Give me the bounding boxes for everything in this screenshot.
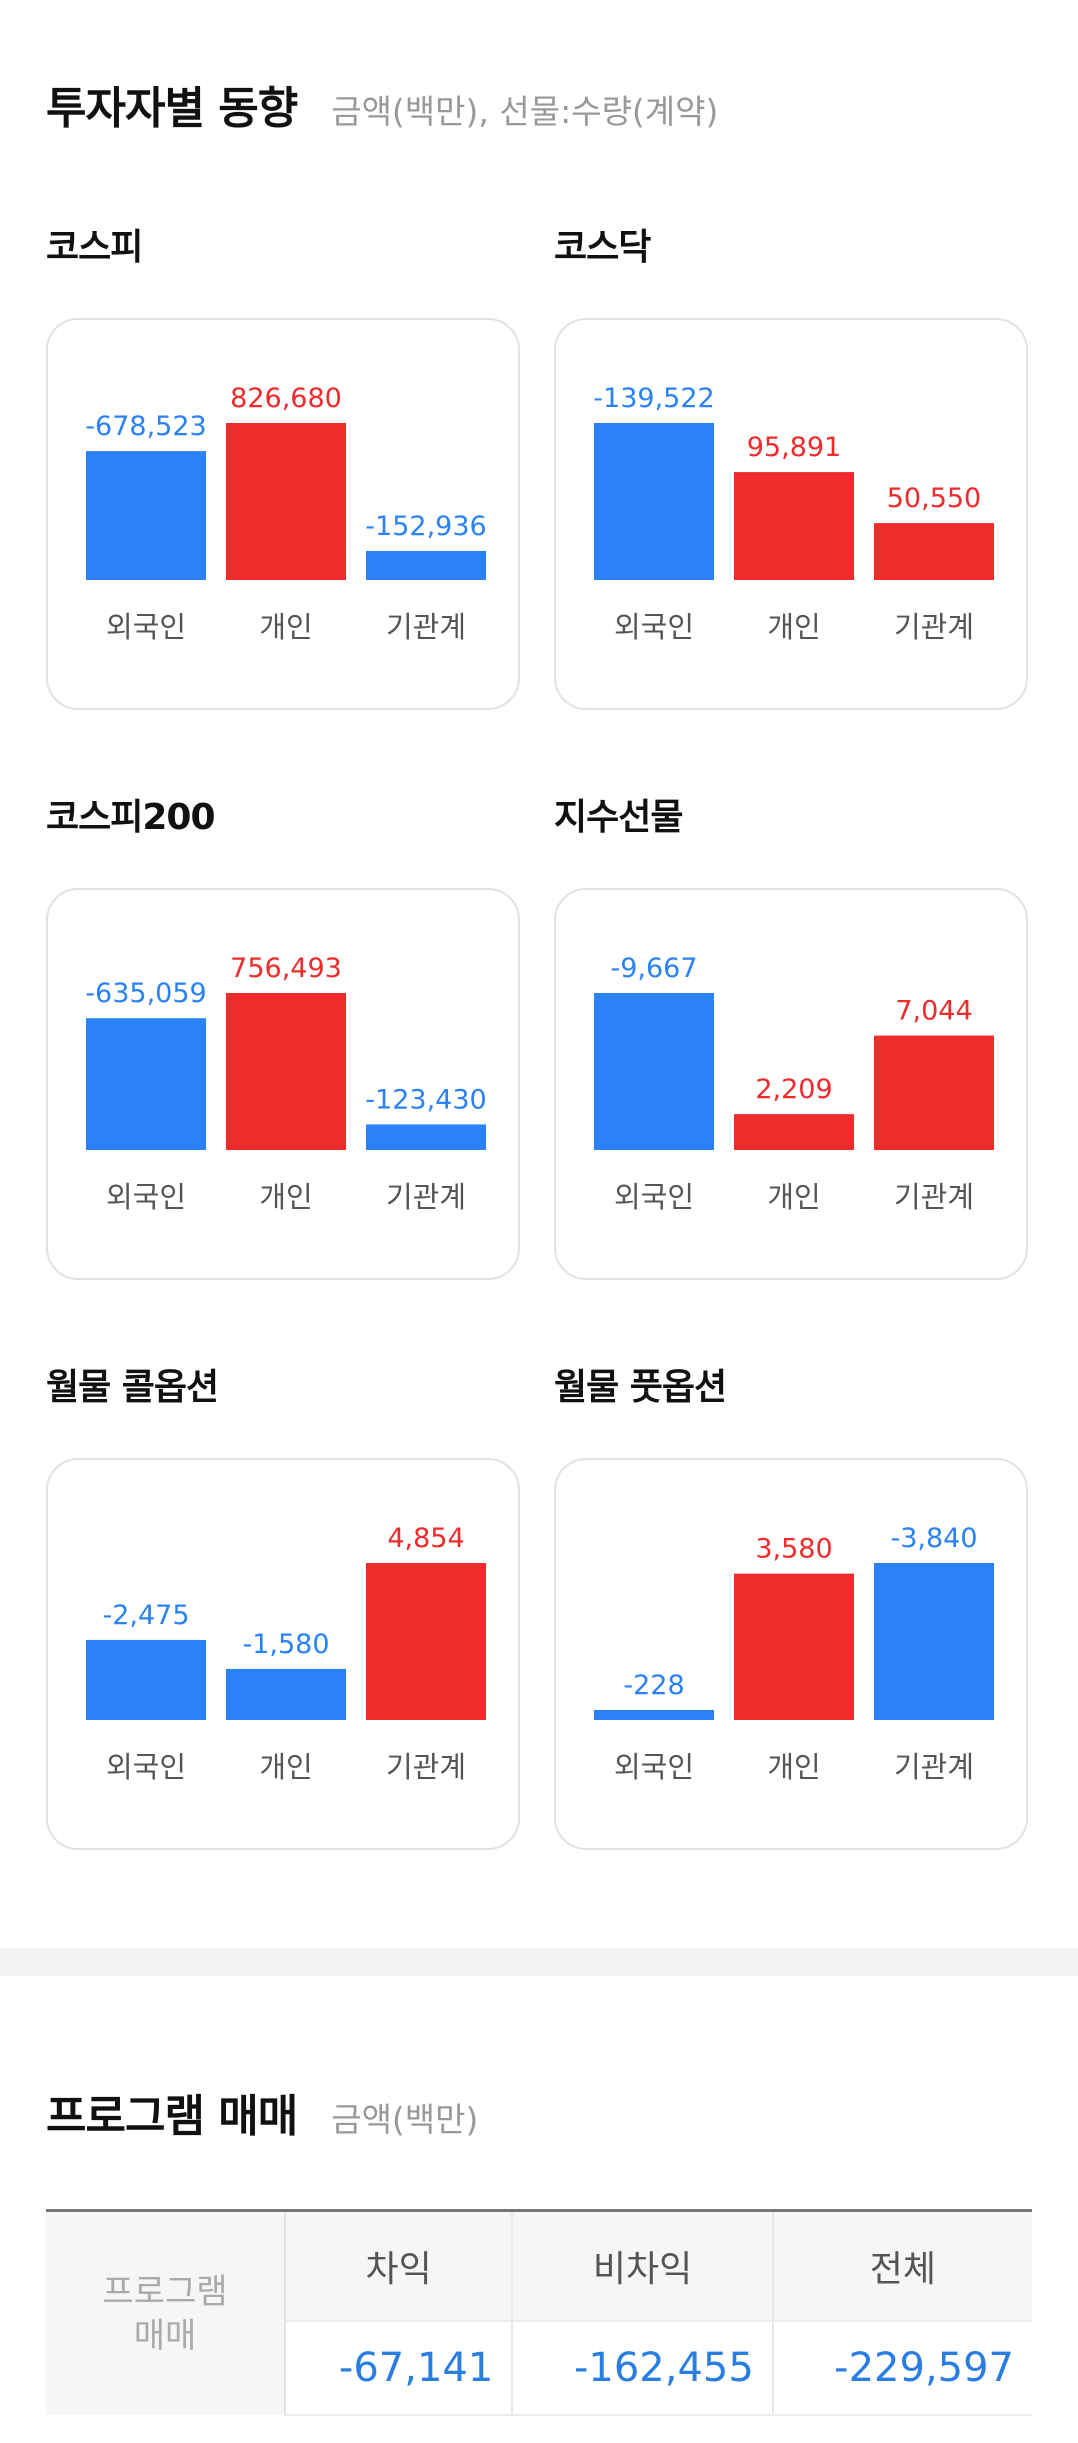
bar-foreign <box>86 1018 206 1150</box>
program-row-header: 프로그램 매매 <box>46 2210 286 2415</box>
category-label-foreign: 외국인 <box>614 1180 694 1214</box>
chart-title-kospi200: 코스피200 <box>46 797 216 838</box>
data-label-individual: 2,209 <box>755 1074 832 1105</box>
data-label-foreign: -678,523 <box>85 411 206 442</box>
category-label-foreign: 외국인 <box>106 1750 186 1784</box>
column-header-arbitrage: 차익 <box>285 2210 514 2321</box>
category-label-institution: 기관계 <box>386 610 466 644</box>
chart-title-call-option: 월물 콜옵션 <box>46 1367 219 1408</box>
data-label-foreign: -635,059 <box>85 978 206 1009</box>
bar-foreign <box>86 1639 206 1720</box>
value-non-arbitrage: -162,455 <box>512 2320 774 2416</box>
data-label-individual: 95,891 <box>747 432 841 463</box>
bar-institution <box>366 1563 486 1720</box>
bar-institution <box>874 1035 994 1150</box>
chart-title-put-option: 월물 풋옵션 <box>554 1367 727 1408</box>
category-label-institution: 기관계 <box>894 1180 974 1214</box>
bar-individual <box>226 423 346 580</box>
data-label-institution: 4,854 <box>387 1523 464 1554</box>
bar-institution <box>874 1563 994 1720</box>
column-header-non-arbitrage: 비차익 <box>512 2210 774 2321</box>
data-label-institution: -123,430 <box>365 1084 486 1115</box>
data-label-institution: -3,840 <box>890 1523 977 1554</box>
chart-card-kospi200: -635,059 외국인 756,493 개인 -123,430 기관계 <box>46 888 520 1280</box>
data-label-foreign: -228 <box>623 1670 684 1701</box>
table-header-row: 프로그램 매매 차익 비차익 전체 <box>46 2210 1032 2415</box>
category-label-individual: 개인 <box>259 1180 312 1214</box>
bar-individual <box>734 1573 854 1720</box>
chart-card-kospi: -678,523 외국인 826,680 개인 -152,936 기관계 <box>46 318 520 710</box>
investor-section-title: 투자자별 동향 <box>46 83 298 134</box>
category-label-institution: 기관계 <box>894 1750 974 1784</box>
data-label-institution: 7,044 <box>895 996 972 1027</box>
category-label-institution: 기관계 <box>386 1180 466 1214</box>
data-label-institution: 50,550 <box>887 483 981 514</box>
chart-title-index-futures: 지수선물 <box>554 797 683 838</box>
bar-chart-put-option: -228 외국인 3,580 개인 -3,840 기관계 <box>594 1523 994 1784</box>
program-section-title: 프로그램 매매 <box>46 2091 298 2142</box>
category-label-foreign: 외국인 <box>614 1750 694 1784</box>
bar-institution <box>874 523 994 580</box>
chart-title-kosdaq: 코스닥 <box>554 227 651 268</box>
chart-card-index-futures: -9,667 외국인 2,209 개인 7,044 기관계 <box>554 888 1028 1280</box>
category-label-individual: 개인 <box>767 1750 820 1784</box>
data-label-individual: 3,580 <box>755 1534 832 1565</box>
bar-institution <box>366 1124 486 1150</box>
bar-individual <box>226 1668 346 1720</box>
chart-card-put-option: -228 외국인 3,580 개인 -3,840 기관계 <box>554 1458 1028 1850</box>
category-label-foreign: 외국인 <box>614 610 694 644</box>
data-label-individual: 826,680 <box>230 383 342 414</box>
bar-institution <box>366 550 486 580</box>
table-row: -67,141 -162,455 -229,597 <box>46 2320 1032 2416</box>
category-label-foreign: 외국인 <box>106 1180 186 1214</box>
bar-individual <box>226 993 346 1150</box>
bar-chart-kosdaq: -139,522 외국인 95,891 개인 50,550 기관계 <box>593 383 994 644</box>
data-label-institution: -152,936 <box>365 511 486 542</box>
data-label-individual: 756,493 <box>230 953 342 984</box>
value-arbitrage: -67,141 <box>285 2320 514 2416</box>
chart-card-kosdaq: -139,522 외국인 95,891 개인 50,550 기관계 <box>554 318 1028 710</box>
program-row-header-line2: 매매 <box>133 2315 197 2356</box>
category-label-individual: 개인 <box>767 1180 820 1214</box>
program-section-unit: 금액(백만) <box>331 2100 479 2139</box>
data-label-foreign: -9,667 <box>610 953 697 984</box>
bar-chart-kospi200: -635,059 외국인 756,493 개인 -123,430 기관계 <box>85 953 486 1214</box>
chart-title-kospi: 코스피 <box>46 227 143 268</box>
program-section-header: 프로그램 매매 금액(백만) <box>46 2080 478 2144</box>
bar-foreign <box>86 451 206 580</box>
category-label-individual: 개인 <box>767 610 820 644</box>
category-label-institution: 기관계 <box>386 1750 466 1784</box>
column-header-total: 전체 <box>772 2210 1032 2321</box>
bar-foreign <box>594 1710 714 1720</box>
chart-card-call-option: -2,475 외국인 -1,580 개인 4,854 기관계 <box>46 1458 520 1850</box>
bar-foreign <box>594 993 714 1150</box>
bar-individual <box>734 472 854 580</box>
category-label-individual: 개인 <box>259 610 312 644</box>
bar-foreign <box>594 423 714 580</box>
category-label-individual: 개인 <box>259 1750 312 1784</box>
category-label-foreign: 외국인 <box>106 610 186 644</box>
bar-chart-call-option: -2,475 외국인 -1,580 개인 4,854 기관계 <box>86 1523 486 1784</box>
bar-individual <box>734 1114 854 1150</box>
section-divider <box>0 1948 1078 1976</box>
investor-section-header: 투자자별 동향 금액(백만), 선물:수량(계약) <box>46 72 718 136</box>
data-label-individual: -1,580 <box>242 1629 329 1660</box>
category-label-institution: 기관계 <box>894 610 974 644</box>
data-label-foreign: -2,475 <box>102 1600 189 1631</box>
program-row-header-line1: 프로그램 <box>102 2271 228 2312</box>
bar-chart-index-futures: -9,667 외국인 2,209 개인 7,044 기관계 <box>594 953 994 1214</box>
value-total: -229,597 <box>772 2320 1032 2416</box>
investor-section-unit: 금액(백만), 선물:수량(계약) <box>331 92 719 131</box>
bar-chart-kospi: -678,523 외국인 826,680 개인 -152,936 기관계 <box>85 383 486 644</box>
program-trading-table: 프로그램 매매 차익 비차익 전체 -67,141 -162,455 -229,… <box>46 2209 1032 2416</box>
data-label-foreign: -139,522 <box>593 383 714 414</box>
